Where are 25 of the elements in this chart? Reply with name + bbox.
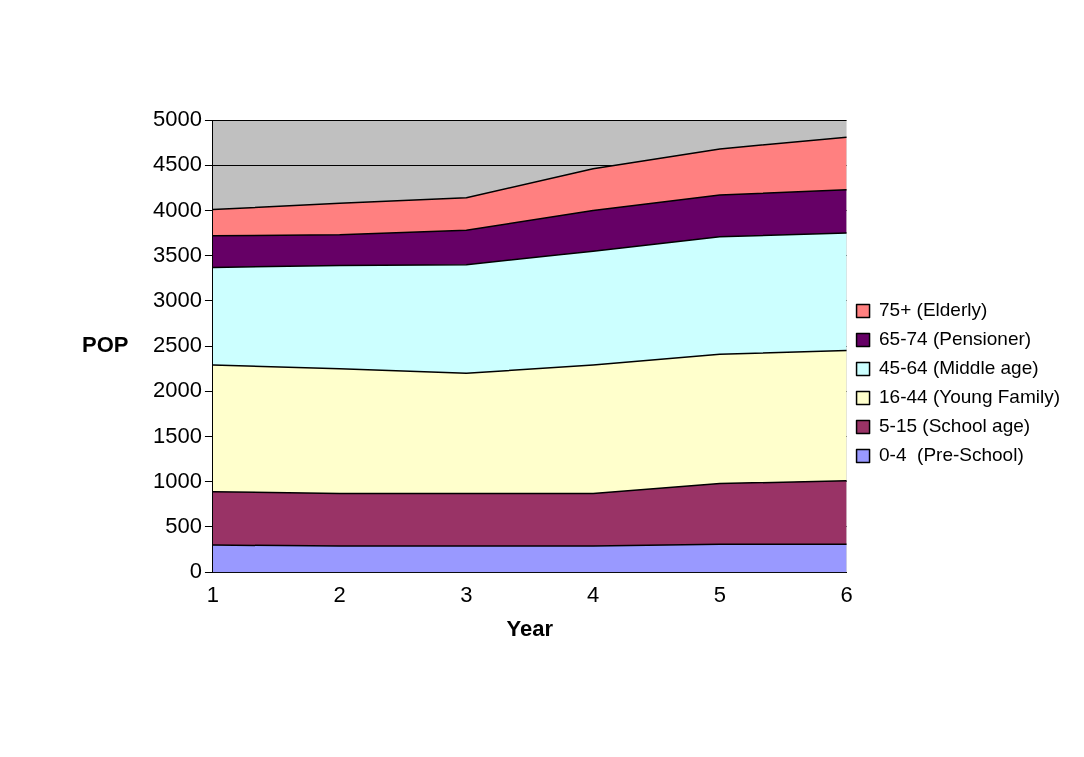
legend-label: 16-44 (Young Family) [879,386,1061,408]
x-axis-title: Year [506,615,554,641]
y-tick-label: 2000 [152,377,202,403]
y-tick-label: 0 [189,558,202,584]
y-tick-label: 5000 [152,106,202,132]
legend-label: 75+ (Elderly) [879,299,988,321]
y-tick-label: 3500 [152,241,202,267]
y-tick-label: 4000 [152,196,202,222]
y-axis-title: POP [82,332,129,358]
legend-label: 0-4 (Pre-School) [879,444,1024,466]
x-tick-label: 6 [840,582,853,608]
y-tick-label: 1000 [152,467,202,493]
y-tick-label: 2500 [152,332,202,358]
x-tick-label: 2 [333,582,346,608]
legend-label: 65-74 (Pensioner) [879,328,1032,350]
y-tick-label: 4500 [152,151,202,177]
x-tick-label: 4 [586,582,600,608]
y-tick-label: 500 [165,513,202,539]
legend-label: 5-15 (School age) [879,415,1031,437]
legend-label: 45-64 (Middle age) [879,357,1039,379]
x-tick-label: 1 [206,582,220,608]
x-tick-label: 3 [460,582,473,608]
y-tick-label: 3000 [152,286,202,312]
y-tick-label: 1500 [152,422,202,448]
x-tick-label: 5 [713,582,726,608]
